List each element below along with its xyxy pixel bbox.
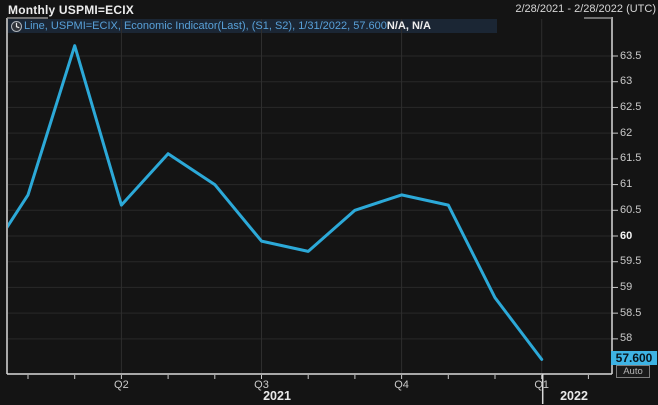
year-label-2021: 2021 — [263, 389, 291, 403]
x-tick-label-q1: Q1 — [534, 379, 550, 391]
y-tick-label: 58 — [620, 332, 633, 345]
x-tick-label-q3: Q3 — [254, 379, 269, 391]
y-tick-label: 61.5 — [620, 152, 642, 165]
legend-na-text: N/A, N/A — [386, 20, 431, 32]
date-range-label: 2/28/2021 - 2/28/2022 (UTC) — [515, 3, 656, 15]
y-tick-label: 59.5 — [620, 255, 642, 268]
auto-scale-button[interactable]: Auto — [616, 365, 650, 378]
last-value-badge: 57.600 — [611, 351, 657, 365]
y-tick-label: 62 — [620, 126, 633, 139]
x-tick-label-q2: Q2 — [114, 379, 129, 391]
y-tick-label: 63.5 — [620, 49, 642, 62]
y-tick-label: 62.5 — [620, 100, 642, 113]
legend-row[interactable]: Line, USPMI=ECIX, Economic Indicator(Las… — [11, 19, 431, 33]
y-tick-label: 59 — [620, 280, 633, 293]
y-tick-label: 63 — [620, 75, 633, 88]
legend-highlight-band — [8, 19, 497, 33]
clock-interval-icon — [11, 20, 22, 32]
y-tick-label: 60.5 — [620, 203, 642, 216]
x-tick-label-q4: Q4 — [394, 379, 409, 391]
legend-series-text: Line, USPMI=ECIX, Economic Indicator(Las… — [24, 20, 387, 32]
pmi-line-series[interactable] — [0, 44, 544, 361]
y-tick-label: 61 — [620, 178, 633, 191]
y-tick-label: 60 — [620, 229, 633, 242]
chart-title: Monthly USPMI=ECIX — [8, 3, 134, 17]
y-tick-label: 58.5 — [620, 306, 642, 319]
title-bar: Monthly USPMI=ECIX 2/28/2021 - 2/28/2022… — [0, 0, 658, 18]
year-label-2022: 2022 — [560, 389, 588, 403]
